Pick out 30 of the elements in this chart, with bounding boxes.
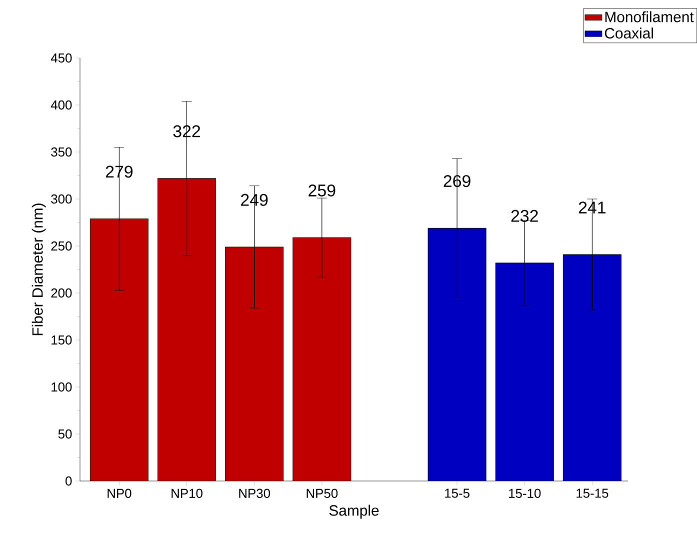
x-tick-label: NP10 <box>172 488 202 498</box>
y-axis-title: Fiber Diameter (nm) <box>32 204 46 336</box>
y-tick-label: 200 <box>51 288 72 298</box>
bar <box>428 228 486 481</box>
x-axis-title: Sample <box>329 504 379 519</box>
x-tick-label: NP30 <box>239 488 270 498</box>
x-tick-label: 15-10 <box>509 488 541 498</box>
y-tick-label: 50 <box>58 429 72 439</box>
y-tick-label: 250 <box>51 241 72 251</box>
bar <box>292 237 352 481</box>
y-tick-label: 300 <box>51 194 72 204</box>
x-tick-label: NP0 <box>108 488 132 498</box>
bar <box>225 246 284 481</box>
legend-label: Coaxial <box>604 28 653 39</box>
x-tick-label: NP50 <box>306 488 338 498</box>
y-tick-label: 450 <box>50 53 72 63</box>
bar <box>90 218 148 481</box>
data-label: 259 <box>308 184 336 196</box>
y-tick-label: 0 <box>66 476 72 486</box>
x-tick-label: 15-5 <box>445 488 470 498</box>
data-label: 232 <box>511 210 538 222</box>
legend-label: Monofilament <box>605 11 694 22</box>
bar <box>158 178 216 481</box>
y-tick-label: 350 <box>51 147 72 157</box>
y-tick-label: 100 <box>52 382 72 392</box>
y-tick-label: 150 <box>52 335 72 345</box>
y-tick-label: 400 <box>50 100 72 110</box>
bar <box>562 254 622 481</box>
bar <box>496 262 554 481</box>
x-tick-label: 15-15 <box>576 488 608 498</box>
